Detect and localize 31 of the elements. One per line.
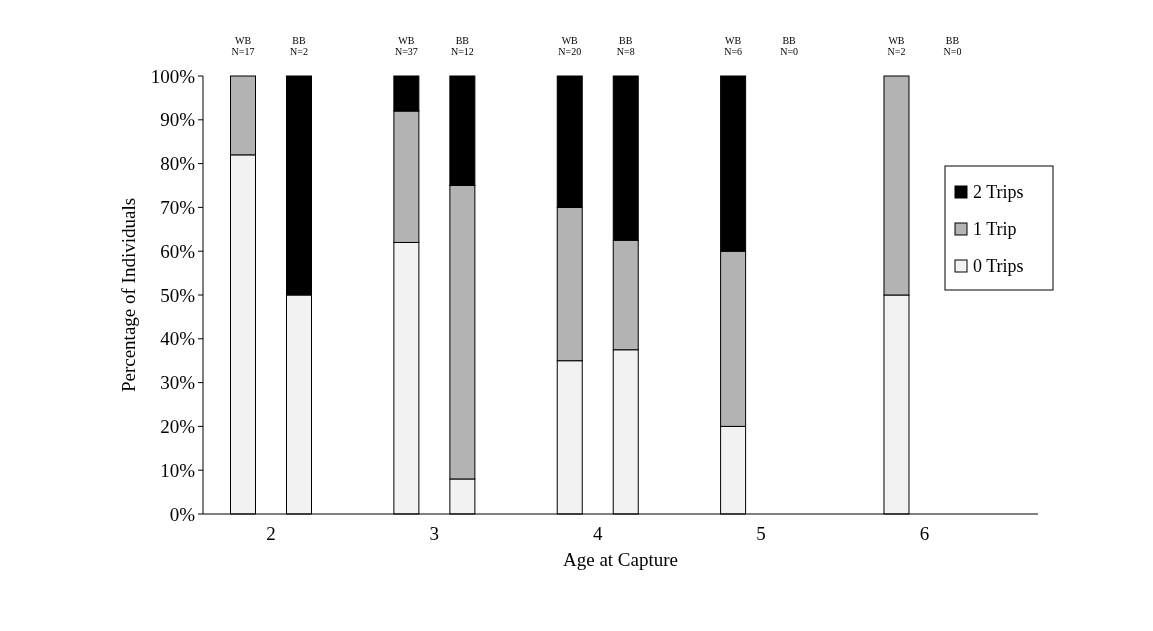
x-tick-label: WB N=20 <box>558 35 582 57</box>
y-axis-title: Percentage of Individuals <box>118 197 139 393</box>
text: 2 <box>266 523 276 544</box>
text: 5 <box>756 523 766 544</box>
y-tick-label: 100% <box>150 65 196 87</box>
y-tick-label: 20% <box>160 416 196 438</box>
x-tick-label: BB N=8 <box>616 35 635 57</box>
x-tick-label: BB N=12 <box>450 35 474 57</box>
x-tick-label: BB N=0 <box>780 35 799 57</box>
legend-label: 0 Trips <box>973 256 1024 277</box>
legend-label: 2 Trips <box>973 182 1024 203</box>
y-tick-label: 60% <box>160 240 196 262</box>
x-tick-label: WB N=17 <box>231 35 255 57</box>
text: 4 <box>592 523 603 544</box>
x-tick-label: BB N=0 <box>943 35 962 57</box>
text: 3 <box>429 523 440 544</box>
y-tick-label: 10% <box>160 459 196 481</box>
legend-label: 1 Trip <box>973 219 1017 240</box>
text: 6 <box>919 523 930 544</box>
x-tick-label: BB N=2 <box>290 35 308 57</box>
x-tick-label: WB N=2 <box>887 35 906 57</box>
y-tick-label: 50% <box>160 284 196 306</box>
x-axis-title: Age at Capture <box>562 549 679 570</box>
y-tick-label: 80% <box>160 153 196 175</box>
x-tick-label: WB N=37 <box>394 35 418 57</box>
y-tick-label: 30% <box>160 372 196 394</box>
y-tick-label: 40% <box>160 328 196 350</box>
y-tick-label: 90% <box>160 109 196 131</box>
y-tick-label: 70% <box>160 197 196 219</box>
x-tick-label: WB N=6 <box>724 35 743 57</box>
y-tick-label: 0% <box>169 503 196 525</box>
